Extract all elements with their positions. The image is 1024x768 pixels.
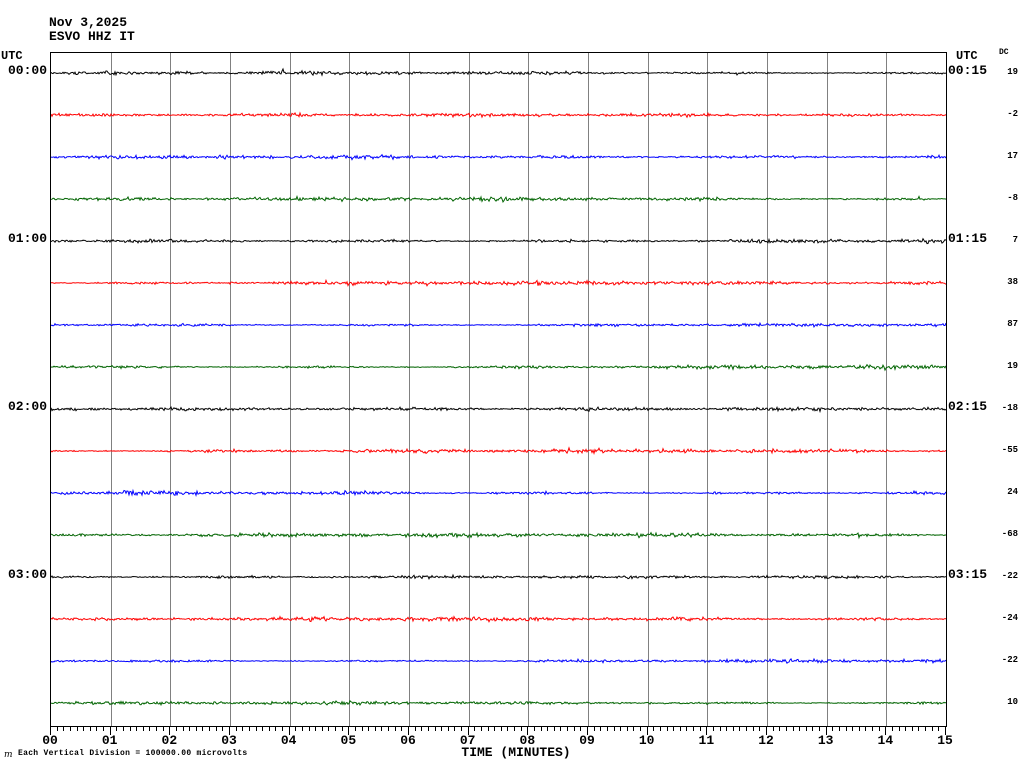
right-axis-header: UTC [956,49,978,63]
x-tick-label: 13 [817,733,834,748]
x-tick-label: 09 [579,733,595,748]
seismogram-trace [51,446,946,456]
x-tick-label: 01 [101,733,118,748]
dc-value: -22 [1001,655,1018,665]
x-tick-label: 08 [519,733,536,748]
hour-label-right: 01:15 [948,231,988,246]
x-tick-label: 05 [340,733,357,748]
x-axis-ticks [50,726,946,735]
seismogram-trace [51,278,946,287]
dc-value: 87 [1007,319,1018,329]
seismogram-trace [51,573,946,581]
x-tick-label: 06 [400,733,416,748]
title-station: ESVO HHZ IT [49,29,135,44]
seismogram-trace [51,531,946,540]
hour-label-left: 02:00 [7,399,47,414]
left-axis-header: UTC [1,49,23,63]
dc-value: -2 [1007,109,1018,119]
dc-value: -8 [1007,193,1018,203]
dc-column-header: DC [999,48,1009,57]
seismogram-trace [51,321,946,328]
hour-label-left: 00:00 [7,63,47,78]
dc-value: -24 [1001,613,1018,623]
title-date: Nov 3,2025 [49,15,128,30]
hour-label-right: 00:15 [948,63,988,78]
watermark-glyph: m [4,750,13,760]
x-tick-label: 02 [161,733,178,748]
seismogram-trace [51,194,946,203]
dc-value: -18 [1001,403,1018,413]
seismogram-trace [51,615,946,623]
hour-label-left: 01:00 [7,231,47,246]
x-tick-label: 11 [698,733,715,748]
seismogram-trace [51,363,946,372]
dc-value: -68 [1001,529,1018,539]
x-tick-label: 00 [42,733,58,748]
x-tick-label: 14 [877,733,894,748]
seismogram-trace [51,237,946,245]
dc-value: 19 [1007,67,1018,77]
dc-value: 38 [1007,277,1018,287]
dc-value: 17 [1007,151,1018,161]
hour-label-right: 03:15 [948,567,988,582]
x-tick-label: 07 [459,733,476,748]
seismogram-trace [51,406,946,414]
seismogram-traces-svg [51,53,946,726]
dc-value: -22 [1001,571,1018,581]
dc-value: 10 [1007,697,1018,707]
seismogram-trace [51,488,946,498]
dc-value: 24 [1007,487,1018,497]
seismogram-plot-area [50,52,947,727]
seismogram-trace [51,67,946,77]
x-tick-label: 04 [280,733,297,748]
seismogram-trace [51,657,946,665]
dc-value: -55 [1001,445,1018,455]
seismogram-trace [51,111,946,119]
seismogram-trace [51,153,946,161]
hour-label-right: 02:15 [948,399,988,414]
x-tick-label: 10 [638,733,655,748]
x-tick-label: 03 [221,733,237,748]
hour-label-left: 03:00 [7,567,47,582]
x-tick-label: 12 [758,733,774,748]
dc-value: 19 [1007,361,1018,371]
dc-value: 7 [1012,235,1018,245]
x-tick-label: 15 [937,733,953,748]
x-axis-title: TIME (MINUTES) [461,745,571,760]
seismogram-trace [51,699,946,707]
scale-note: Each Vertical Division = 100000.00 micro… [18,749,248,758]
